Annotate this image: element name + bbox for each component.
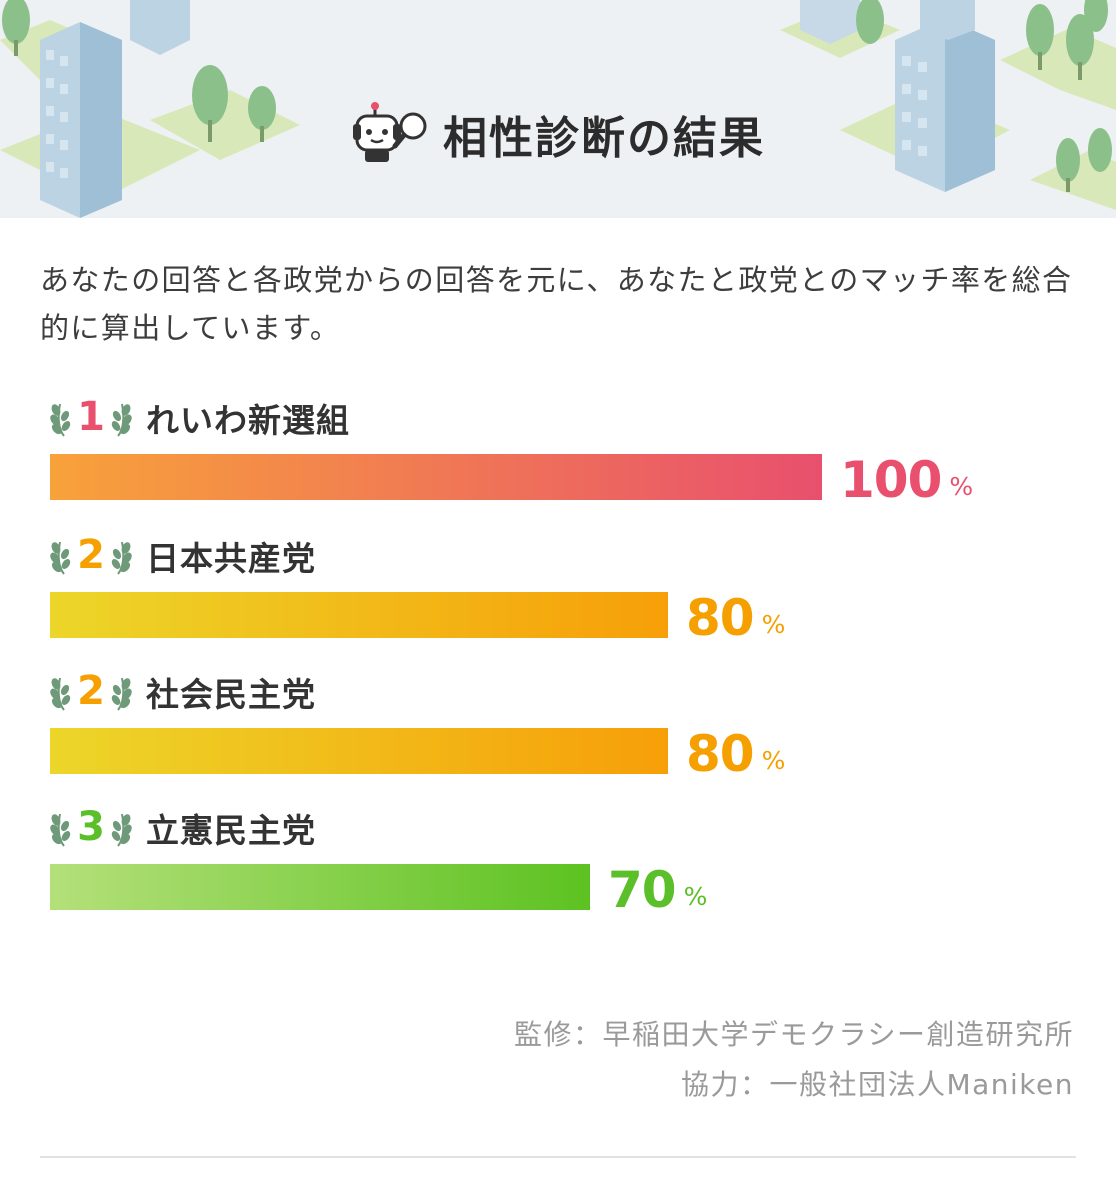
page-title: 相性診断の結果 bbox=[443, 113, 765, 164]
match-bar bbox=[50, 728, 668, 774]
laurel-icon bbox=[50, 403, 71, 437]
match-bar-row: 80% bbox=[50, 589, 1070, 647]
header-banner: 相性診断の結果 bbox=[0, 0, 1116, 218]
laurel-icon bbox=[111, 677, 132, 711]
laurel-icon bbox=[50, 813, 71, 847]
party-name: れいわ新選組 bbox=[146, 401, 350, 440]
laurel-icon bbox=[50, 541, 71, 575]
laurel-icon bbox=[111, 541, 132, 575]
robot-mascot-icon bbox=[353, 102, 427, 162]
intro-text: あなたの回答と各政党からの回答を元に、あなたと政党とのマッチ率を総合的に算出して… bbox=[40, 263, 1073, 345]
rank-row: 2 日本共産党 bbox=[50, 528, 316, 584]
rank-number: 2 bbox=[77, 532, 105, 578]
percent-value: 70 bbox=[608, 861, 677, 919]
percent-value: 100 bbox=[840, 451, 942, 509]
credit-cooperation: 協力：一般社団法人Maniken bbox=[680, 1068, 1074, 1101]
match-percent: 70% bbox=[608, 861, 708, 919]
rank-number: 3 bbox=[77, 804, 105, 850]
laurel-icon bbox=[50, 677, 71, 711]
match-percent: 80% bbox=[686, 589, 786, 647]
city-illustration bbox=[0, 0, 1116, 218]
party-name: 立憲民主党 bbox=[146, 811, 316, 850]
credits: 監修：早稲田大学デモクラシー創造研究所 協力：一般社団法人Maniken bbox=[514, 1010, 1074, 1110]
rank-row: 2 社会民主党 bbox=[50, 664, 316, 720]
match-bar bbox=[50, 864, 590, 910]
result-item: 2 社会民主党 80% bbox=[50, 664, 1070, 794]
percent-sign: % bbox=[949, 471, 974, 501]
party-name: 社会民主党 bbox=[146, 675, 316, 714]
result-item: 1 れいわ新選組 100% bbox=[50, 390, 1070, 520]
rank-number: 2 bbox=[77, 668, 105, 714]
percent-sign: % bbox=[761, 609, 786, 639]
laurel-icon bbox=[111, 813, 132, 847]
laurel-icon bbox=[111, 403, 132, 437]
match-bar-row: 80% bbox=[50, 725, 1070, 783]
match-bar bbox=[50, 592, 668, 638]
percent-sign: % bbox=[683, 881, 708, 911]
match-bar bbox=[50, 454, 822, 500]
percent-value: 80 bbox=[686, 725, 755, 783]
rank-row: 3 立憲民主党 bbox=[50, 800, 316, 856]
divider bbox=[40, 1156, 1076, 1158]
percent-sign: % bbox=[761, 745, 786, 775]
rank-number: 1 bbox=[77, 394, 105, 440]
percent-value: 80 bbox=[686, 589, 755, 647]
party-name: 日本共産党 bbox=[146, 539, 316, 578]
match-percent: 80% bbox=[686, 725, 786, 783]
title-block: 相性診断の結果 bbox=[0, 96, 1116, 172]
match-percent: 100% bbox=[840, 451, 974, 509]
result-item: 2 日本共産党 80% bbox=[50, 528, 1070, 658]
match-bar-row: 70% bbox=[50, 861, 1070, 919]
rank-row: 1 れいわ新選組 bbox=[50, 390, 350, 446]
credit-supervision: 監修：早稲田大学デモクラシー創造研究所 bbox=[514, 1018, 1074, 1051]
match-bar-row: 100% bbox=[50, 451, 1070, 509]
result-item: 3 立憲民主党 70% bbox=[50, 800, 1070, 930]
